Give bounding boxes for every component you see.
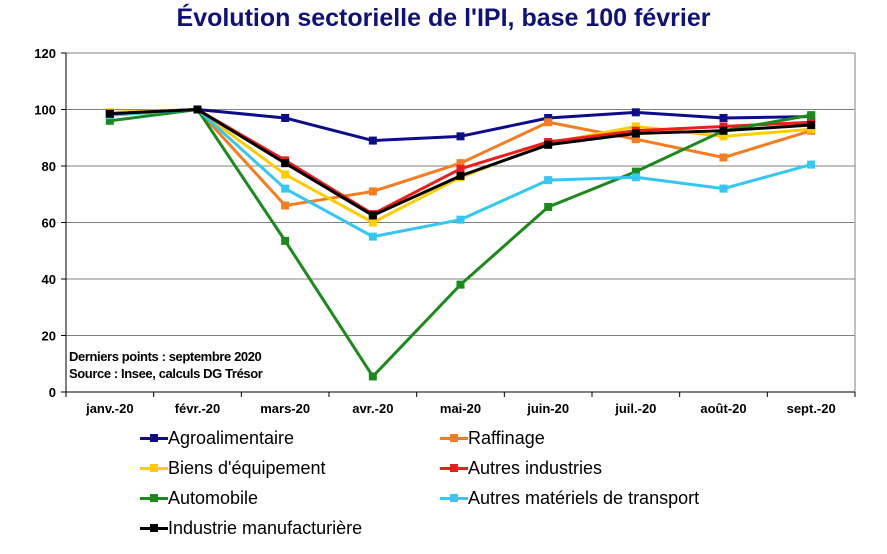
x-tick-label: mars-20: [260, 401, 310, 416]
data-point: [544, 118, 553, 127]
x-tick-label: mai-20: [440, 401, 481, 416]
x-tick-label: juin-20: [526, 401, 569, 416]
data-point: [193, 105, 202, 114]
y-tick-label: 60: [42, 216, 56, 231]
data-point: [544, 140, 553, 149]
x-tick-label: sept.-20: [787, 401, 836, 416]
data-point: [631, 122, 640, 131]
data-point: [456, 280, 465, 289]
chart-note: Derniers points : septembre 2020 Source …: [69, 348, 263, 382]
x-tick-label: janv.-20: [85, 401, 133, 416]
data-point: [456, 132, 465, 141]
data-point: [719, 132, 728, 141]
data-point: [368, 218, 377, 227]
data-point: [719, 113, 728, 122]
series-6: [105, 105, 816, 220]
data-point: [631, 108, 640, 117]
data-point: [456, 159, 465, 168]
data-point: [631, 173, 640, 182]
series-group: [105, 105, 816, 381]
data-point: [105, 116, 114, 125]
data-point: [631, 167, 640, 176]
x-tick-label: juil.-20: [614, 401, 656, 416]
data-point: [368, 372, 377, 381]
data-point: [544, 176, 553, 185]
data-point: [456, 164, 465, 173]
data-point: [105, 109, 114, 118]
data-point: [456, 171, 465, 180]
axes: [61, 52, 856, 397]
data-point: [719, 153, 728, 162]
y-tick-label: 100: [34, 103, 56, 118]
data-point: [368, 211, 377, 220]
data-point: [807, 111, 816, 120]
note-source: Source : Insee, calculs DG Trésor: [69, 366, 263, 381]
data-point: [807, 160, 816, 169]
chart-title: Évolution sectorielle de l'IPI, base 100…: [176, 4, 711, 32]
y-tick-label: 40: [42, 272, 56, 287]
data-point: [807, 121, 816, 130]
data-point: [281, 236, 290, 245]
y-tick-label: 80: [42, 159, 56, 174]
data-point: [281, 184, 290, 193]
data-point: [368, 232, 377, 241]
y-tick-label: 20: [42, 329, 56, 344]
y-tick-label: 120: [34, 46, 56, 61]
data-point: [631, 135, 640, 144]
data-point: [281, 201, 290, 210]
data-point: [368, 136, 377, 145]
data-point: [281, 159, 290, 168]
data-point: [456, 215, 465, 224]
data-point: [544, 202, 553, 211]
data-point: [281, 170, 290, 179]
y-tick-label: 0: [49, 385, 56, 400]
data-point: [719, 126, 728, 135]
data-point: [719, 184, 728, 193]
tick-labels: 0 20 40 60 80 100 120 janv.-20 févr.-20 mars-20 av…: [34, 46, 835, 416]
data-point: [368, 187, 377, 196]
data-point: [544, 113, 553, 122]
x-tick-label: avr.-20: [352, 401, 393, 416]
data-point: [719, 122, 728, 131]
data-point: [631, 129, 640, 138]
x-tick-label: févr.-20: [175, 401, 221, 416]
note-last-points: Derniers points : septembre 2020: [69, 349, 262, 364]
x-tick-label: août-20: [700, 401, 746, 416]
data-point: [807, 125, 816, 134]
data-point: [281, 113, 290, 122]
